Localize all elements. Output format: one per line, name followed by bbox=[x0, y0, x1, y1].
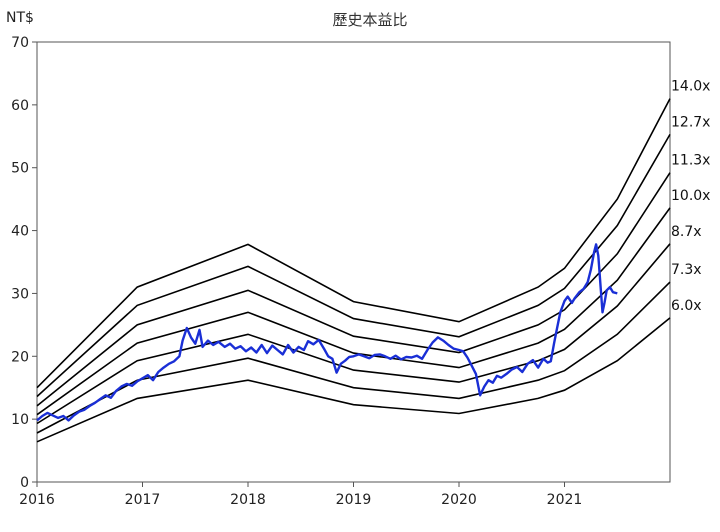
pe-band-line bbox=[36, 133, 671, 398]
pe-band-label: 7.3x bbox=[671, 262, 702, 278]
pe-band-label: 10.0x bbox=[671, 188, 710, 204]
x-tick-label: 2019 bbox=[336, 492, 372, 508]
x-tick-label: 2021 bbox=[547, 492, 583, 508]
pe-band-line bbox=[36, 243, 671, 425]
pe-band-line bbox=[36, 281, 671, 434]
chart-title: 歷史本益比 bbox=[332, 11, 407, 29]
pe-band-line bbox=[36, 207, 671, 416]
y-tick-label: 70 bbox=[11, 35, 29, 51]
y-tick-label: 30 bbox=[11, 286, 29, 302]
pe-band-line bbox=[36, 172, 671, 407]
y-tick-label: 50 bbox=[11, 161, 29, 177]
x-tick-label: 2016 bbox=[19, 492, 55, 508]
x-tick-label: 2017 bbox=[125, 492, 161, 508]
pe-band-label: 11.3x bbox=[671, 153, 710, 169]
pe-band-label: 14.0x bbox=[671, 79, 710, 95]
y-tick-label: 0 bbox=[20, 475, 29, 491]
y-axis-unit-label: NT$ bbox=[6, 10, 34, 26]
pe-bands: 14.0x 12.7x 11.3x 10.0x 8.7x 7.3x 6.0x bbox=[36, 79, 710, 443]
y-tick-label: 10 bbox=[11, 412, 29, 428]
pe-band-line bbox=[36, 98, 671, 389]
y-tick-label: 40 bbox=[11, 224, 29, 240]
price-series bbox=[36, 243, 618, 422]
pe-band-label: 6.0x bbox=[671, 298, 702, 314]
y-tick-label: 60 bbox=[11, 98, 29, 114]
y-tick-label: 20 bbox=[11, 349, 29, 365]
pe-band-line bbox=[36, 317, 671, 443]
plot-frame bbox=[36, 41, 671, 483]
x-tick-label: 2020 bbox=[441, 492, 477, 508]
axes: 0 10 20 30 40 50 60 70 2016 2017 2018 2019 2020 2021 bbox=[11, 35, 671, 508]
pe-band-label: 12.7x bbox=[671, 114, 710, 130]
x-tick-label: 2018 bbox=[230, 492, 266, 508]
pe-band-label: 8.7x bbox=[671, 224, 702, 240]
price-line bbox=[36, 243, 618, 422]
